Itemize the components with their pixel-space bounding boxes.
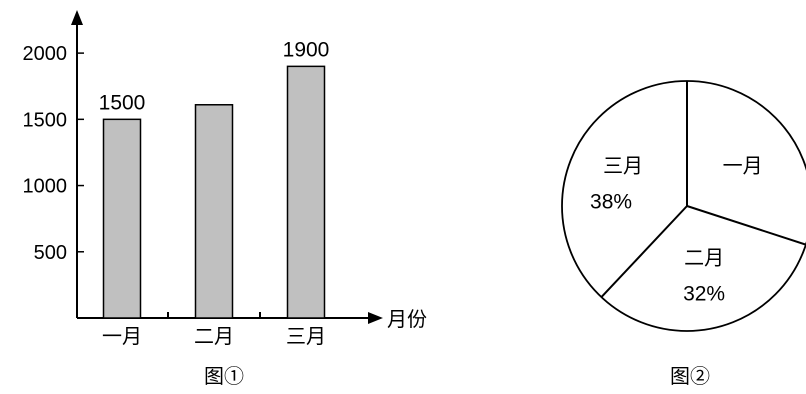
bar-data-label: 1500 <box>99 91 146 114</box>
x-tick-label: 一月 <box>102 324 142 348</box>
x-axis-label: 月份 <box>387 307 427 331</box>
y-axis-arrow <box>71 10 83 25</box>
bar <box>286 65 326 319</box>
y-tick-label: 1500 <box>23 109 68 131</box>
pie-slice-label: 一月 <box>723 154 763 178</box>
pie-chart-caption: 图② <box>670 364 710 388</box>
bars: 一月 1500 二月 三月 1900 <box>99 38 330 348</box>
pie-slice-divider <box>686 205 806 246</box>
pie-slice-label: 三月 <box>603 154 643 178</box>
y-tick-label: 2000 <box>23 43 68 65</box>
y-tick-label: 1000 <box>23 176 68 198</box>
x-axis-arrow <box>368 312 383 324</box>
pie-slice-label: 二月 <box>684 246 724 270</box>
bar-chart: 500 1000 1500 2000 一月 1500 二月 三月 1900 月份 图① <box>23 10 427 388</box>
pie-slice-divider <box>600 205 688 298</box>
x-tick-label: 三月 <box>286 324 326 348</box>
bar-chart-caption: 图① <box>204 364 244 388</box>
pie-slice-percent: 38% <box>590 191 632 214</box>
bar-data-label: 1900 <box>283 38 330 61</box>
y-ticks: 500 1000 1500 2000 <box>23 43 84 264</box>
pie-slice-percent: 32% <box>683 283 725 306</box>
x-tick-label: 二月 <box>194 324 234 348</box>
bar <box>194 104 234 319</box>
y-tick-label: 500 <box>34 242 67 264</box>
bar <box>102 118 142 319</box>
